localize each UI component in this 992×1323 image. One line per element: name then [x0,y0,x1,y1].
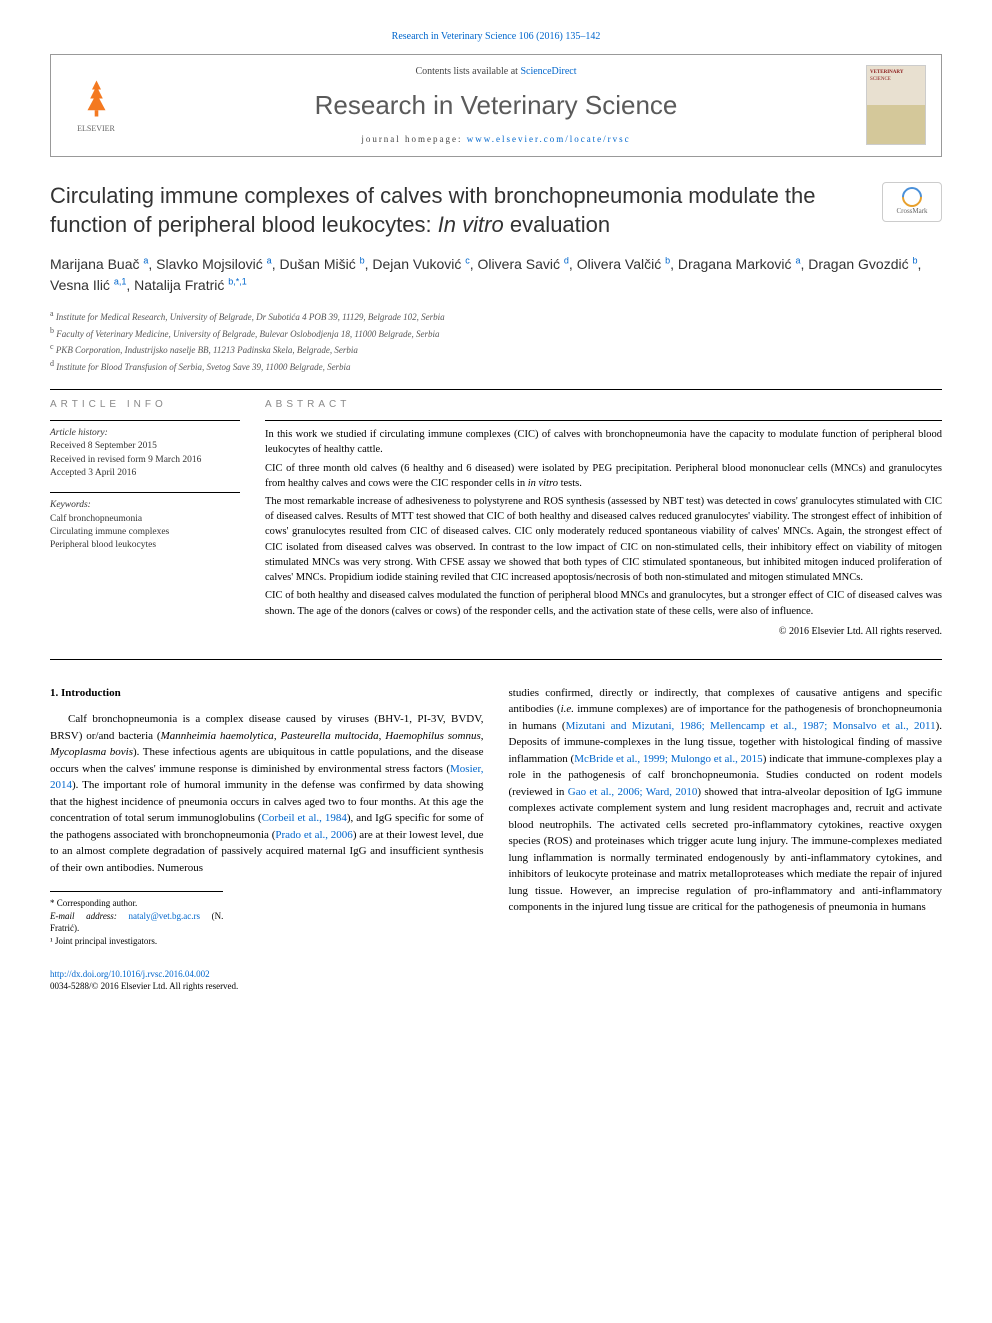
abstract-paragraph: CIC of three month old calves (6 healthy… [265,461,942,491]
abstract-text: In this work we studied if circulating i… [265,420,942,619]
title-italic: In vitro [438,212,504,237]
affiliation: c PKB Corporation, Industrijsko naselje … [50,341,942,358]
abstract-label: abstract [265,398,942,412]
elsevier-tree-icon [74,76,119,121]
abstract-paragraph: The most remarkable increase of adhesive… [265,494,942,585]
keyword-item: Circulating immune complexes [50,526,240,539]
elsevier-logo: ELSEVIER [66,70,126,140]
keywords-block: Keywords: Calf bronchopneumoniaCirculati… [50,492,240,552]
body-column-right: studies confirmed, directly or indirectl… [509,685,943,948]
abstract-paragraph: In this work we studied if circulating i… [265,427,942,457]
email-label: E-mail address: [50,911,117,921]
issn-copyright: 0034-5288/© 2016 Elsevier Ltd. All right… [50,980,942,993]
title-part2: evaluation [504,212,610,237]
article-info-column: article info Article history: Received 8… [50,398,240,639]
journal-header: ELSEVIER Contents lists available at Sci… [50,54,942,157]
cover-title: VETERINARY [870,69,922,76]
article-history: Article history: Received 8 September 20… [50,420,240,480]
elsevier-label: ELSEVIER [77,123,115,134]
affiliation: b Faculty of Veterinary Medicine, Univer… [50,325,942,342]
email-link[interactable]: nataly@vet.bg.ac.rs [128,911,200,921]
affiliation: a Institute for Medical Research, Univer… [50,308,942,325]
history-label: Article history: [50,427,240,440]
affiliation: d Institute for Blood Transfusion of Ser… [50,358,942,375]
contents-line: Contents lists available at ScienceDirec… [126,65,866,79]
keywords-label: Keywords: [50,499,240,512]
homepage-link[interactable]: www.elsevier.com/locate/rvsc [467,134,631,144]
contents-prefix: Contents lists available at [415,66,520,77]
footnotes: * Corresponding author. E-mail address: … [50,891,223,947]
email-line: E-mail address: nataly@vet.bg.ac.rs (N. … [50,910,223,935]
journal-cover-thumb: VETERINARY SCIENCE [866,65,926,145]
history-revised: Received in revised form 9 March 2016 [50,454,240,467]
homepage-line: journal homepage: www.elsevier.com/locat… [126,133,866,146]
title-part1: Circulating immune complexes of calves w… [50,183,816,237]
keyword-item: Peripheral blood leukocytes [50,539,240,552]
sciencedirect-link[interactable]: ScienceDirect [520,66,576,77]
divider [50,389,942,390]
intro-paragraph-1: Calf bronchopneumonia is a complex disea… [50,711,484,876]
corresponding-author: * Corresponding author. [50,897,223,910]
citation-line: Research in Veterinary Science 106 (2016… [50,30,942,44]
authors-list: Marijana Buač a, Slavko Mojsilović a, Du… [50,254,942,296]
journal-name: Research in Veterinary Science [126,87,866,123]
copyright: © 2016 Elsevier Ltd. All rights reserved… [265,625,942,639]
keyword-item: Calf bronchopneumonia [50,513,240,526]
history-accepted: Accepted 3 April 2016 [50,467,240,480]
intro-paragraph-2: studies confirmed, directly or indirectl… [509,685,943,916]
body-column-left: 1. Introduction Calf bronchopneumonia is… [50,685,484,948]
history-received: Received 8 September 2015 [50,440,240,453]
cover-subtitle: SCIENCE [870,76,922,83]
intro-heading: 1. Introduction [50,685,484,702]
article-info-label: article info [50,398,240,412]
crossmark-badge[interactable]: CrossMark [882,182,942,222]
divider [50,659,942,660]
bottom-info: http://dx.doi.org/10.1016/j.rvsc.2016.04… [50,968,942,993]
joint-investigators: ¹ Joint principal investigators. [50,935,223,948]
abstract-paragraph: CIC of both healthy and diseased calves … [265,588,942,618]
abstract-column: abstract In this work we studied if circ… [265,398,942,639]
homepage-prefix: journal homepage: [361,134,466,144]
affiliations: a Institute for Medical Research, Univer… [50,308,942,374]
doi-link[interactable]: http://dx.doi.org/10.1016/j.rvsc.2016.04… [50,968,942,981]
article-title: Circulating immune complexes of calves w… [50,182,867,239]
crossmark-label: CrossMark [896,207,927,217]
